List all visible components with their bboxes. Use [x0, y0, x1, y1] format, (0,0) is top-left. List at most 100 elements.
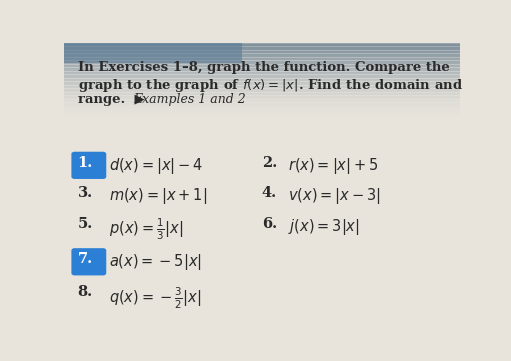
Bar: [64, 86, 460, 87]
Bar: [64, 79, 460, 81]
Bar: [64, 55, 460, 57]
Text: $q(x) = -\frac{3}{2}|x|$: $q(x) = -\frac{3}{2}|x|$: [109, 285, 202, 310]
Bar: [64, 109, 460, 110]
Bar: [64, 66, 460, 68]
Bar: [64, 100, 460, 102]
Bar: [64, 82, 460, 83]
Bar: [64, 94, 460, 95]
Bar: [64, 57, 460, 58]
Bar: [64, 102, 460, 103]
Bar: [64, 73, 460, 74]
Bar: [64, 49, 460, 50]
Text: In Exercises 1–8, graph the function. Compare the: In Exercises 1–8, graph the function. Co…: [78, 61, 450, 74]
Bar: [64, 110, 460, 112]
Bar: [64, 44, 460, 45]
Bar: [64, 92, 460, 93]
Bar: [64, 47, 460, 49]
Bar: [64, 52, 460, 53]
Bar: [64, 69, 460, 70]
Bar: [64, 111, 460, 113]
Bar: [64, 57, 460, 59]
Bar: [64, 85, 460, 86]
Bar: [64, 43, 460, 44]
FancyBboxPatch shape: [72, 152, 106, 179]
Text: 1.: 1.: [78, 156, 93, 170]
Bar: [64, 63, 460, 64]
Bar: [64, 106, 460, 108]
Bar: [64, 92, 460, 94]
Text: $v(x) = |x - 3|$: $v(x) = |x - 3|$: [288, 187, 380, 206]
Text: $a(x) = -5|x|$: $a(x) = -5|x|$: [109, 252, 202, 272]
Text: 6.: 6.: [262, 217, 277, 231]
Bar: [64, 61, 460, 63]
Bar: [64, 105, 460, 106]
Bar: [64, 51, 460, 53]
Bar: [64, 81, 460, 82]
Bar: [64, 76, 460, 78]
Bar: [64, 64, 460, 65]
Bar: [64, 82, 460, 84]
Bar: [64, 58, 460, 60]
Bar: [64, 53, 460, 54]
Text: 2.: 2.: [262, 156, 277, 170]
Bar: [64, 120, 460, 121]
Bar: [64, 117, 460, 119]
Bar: [64, 45, 460, 47]
Bar: [64, 71, 460, 72]
Bar: [64, 54, 460, 55]
Bar: [64, 98, 460, 99]
Bar: [64, 74, 460, 75]
Bar: [64, 96, 460, 98]
Bar: [64, 113, 460, 114]
Bar: [64, 78, 460, 79]
Bar: [64, 114, 460, 116]
Bar: [64, 83, 460, 84]
Bar: [64, 99, 460, 100]
Text: Examples 1 and 2: Examples 1 and 2: [133, 93, 246, 106]
Text: $j(x) = 3|x|$: $j(x) = 3|x|$: [288, 217, 359, 237]
Bar: [64, 46, 460, 47]
Bar: [64, 112, 460, 113]
Bar: [64, 44, 460, 45]
Bar: [64, 71, 460, 73]
Bar: [64, 89, 460, 90]
Bar: [64, 47, 460, 48]
Bar: [64, 43, 242, 63]
Bar: [64, 60, 460, 61]
Bar: [64, 86, 460, 88]
Bar: [64, 90, 460, 92]
Bar: [64, 93, 460, 95]
Text: $m(x) = |x + 1|$: $m(x) = |x + 1|$: [109, 187, 207, 206]
Text: 8.: 8.: [78, 285, 93, 299]
Bar: [64, 114, 460, 115]
Bar: [64, 69, 460, 70]
Bar: [64, 106, 460, 107]
Bar: [64, 103, 460, 104]
Bar: [64, 68, 460, 69]
Text: $r(x) = |x| + 5$: $r(x) = |x| + 5$: [288, 156, 378, 176]
Text: range.  ▶: range. ▶: [78, 93, 149, 106]
Bar: [64, 90, 460, 91]
Bar: [64, 48, 460, 49]
Bar: [64, 55, 460, 56]
Bar: [64, 108, 460, 109]
Bar: [64, 118, 460, 119]
Bar: [64, 59, 460, 60]
Bar: [64, 119, 460, 120]
FancyBboxPatch shape: [72, 248, 106, 275]
Bar: [64, 67, 460, 68]
Bar: [64, 87, 460, 88]
Bar: [64, 84, 460, 85]
Bar: [64, 72, 460, 74]
Bar: [64, 95, 460, 96]
Bar: [64, 51, 460, 52]
Bar: [64, 62, 460, 64]
Text: graph to the graph of $f(x) = |x|$. Find the domain and: graph to the graph of $f(x) = |x|$. Find…: [78, 77, 463, 94]
Bar: [64, 104, 460, 105]
Bar: [64, 65, 460, 66]
Bar: [64, 77, 460, 78]
Bar: [64, 117, 460, 118]
Bar: [64, 79, 460, 80]
Text: 4.: 4.: [262, 187, 277, 200]
Bar: [64, 65, 460, 67]
